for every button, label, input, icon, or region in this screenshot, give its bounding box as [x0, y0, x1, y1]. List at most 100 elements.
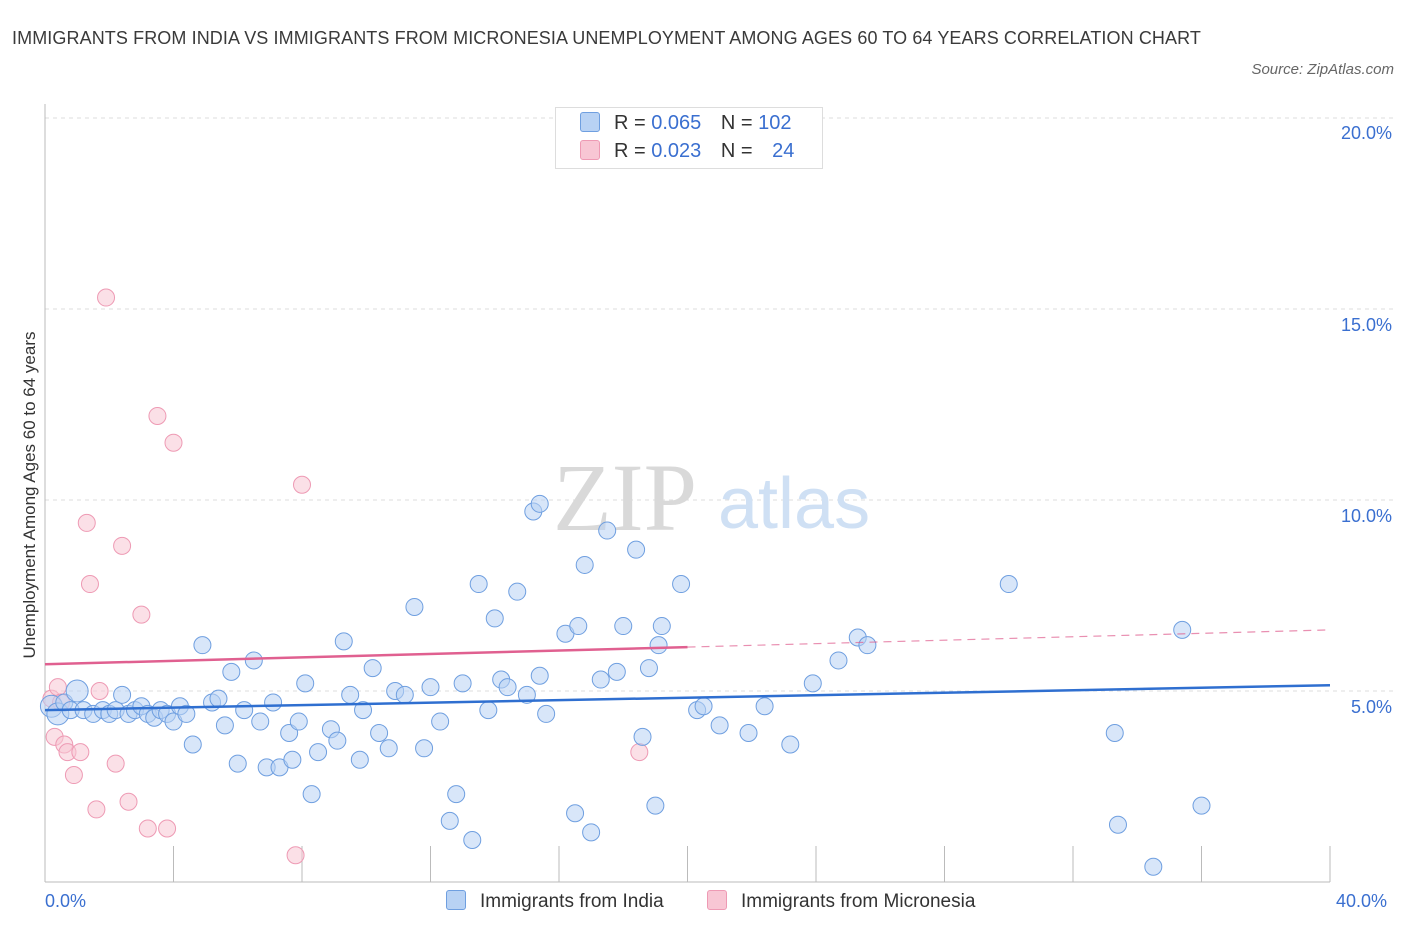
india-point — [447, 785, 466, 804]
india-point — [334, 632, 353, 651]
legend-row-micronesia: R = 0.023 N = 24 — [580, 140, 794, 166]
micronesia-swatch — [580, 140, 600, 160]
india-point — [354, 701, 373, 720]
india-point — [649, 636, 668, 655]
india-point — [646, 796, 665, 815]
micronesia-point — [80, 575, 99, 594]
india-point — [627, 540, 646, 559]
axes — [44, 104, 1331, 883]
india-point — [283, 750, 302, 769]
micronesia-point — [113, 536, 132, 555]
india-point — [328, 731, 347, 750]
micronesia-r-value: 0.023 — [651, 140, 702, 162]
india-legend-label: Immigrants from India — [480, 891, 664, 912]
india-point — [193, 636, 212, 655]
india-point — [508, 582, 527, 601]
india-r-label: R = — [614, 112, 646, 134]
india-point — [598, 521, 617, 540]
india-point — [803, 674, 822, 693]
india-point — [415, 739, 434, 758]
grid-lines — [45, 117, 1395, 692]
micronesia-point — [630, 743, 649, 762]
india-point — [302, 785, 321, 804]
india-point — [440, 811, 459, 830]
micronesia-n-label: N = — [720, 140, 753, 162]
india-point — [296, 674, 315, 693]
india-point — [652, 617, 671, 636]
micronesia-point — [106, 754, 125, 773]
india-point — [363, 659, 382, 678]
india-point — [244, 651, 263, 670]
micronesia-point — [48, 678, 67, 697]
x-tick-label-max: 40.0% — [1336, 891, 1388, 911]
chart-title: IMMIGRANTS FROM INDIA VS IMMIGRANTS FROM… — [12, 28, 1201, 48]
india-point — [431, 712, 450, 731]
micronesia-trend-line — [44, 645, 688, 666]
india-r-value: 0.065 — [651, 112, 702, 134]
india-point — [582, 823, 601, 842]
india-point — [1108, 815, 1127, 834]
india-point — [575, 555, 594, 574]
india-point — [341, 685, 360, 704]
india-swatch — [580, 112, 600, 132]
india-point — [537, 704, 556, 723]
india-point — [569, 617, 588, 636]
india-point — [113, 685, 132, 704]
y-tick-label: 20.0% — [1340, 123, 1392, 143]
india-point — [370, 724, 389, 743]
india-point — [1173, 620, 1192, 639]
india-point — [421, 678, 440, 697]
india-point — [607, 662, 626, 681]
india-point — [65, 679, 89, 703]
micronesia-point — [71, 743, 90, 762]
india-point — [379, 739, 398, 758]
y-tick-label: 10.0% — [1340, 506, 1392, 526]
stats-legend: R = 0.065 N = 102 R = 0.023 N = 24 — [555, 107, 823, 169]
india-point — [781, 735, 800, 754]
india-point — [395, 685, 414, 704]
micronesia-point — [164, 433, 183, 452]
india-point — [1144, 857, 1163, 876]
legend-item-india[interactable]: Immigrants from India — [446, 890, 664, 913]
india-n-label: N = — [720, 112, 753, 134]
india-point — [209, 689, 228, 708]
source-label: Source: ZipAtlas.com — [1251, 61, 1394, 78]
legend-item-micronesia[interactable]: Immigrants from Micronesia — [707, 890, 975, 913]
legend-row-india: R = 0.065 N = 102 — [580, 112, 792, 138]
india-point — [453, 674, 472, 693]
y-tick-label: 15.0% — [1340, 315, 1392, 335]
india-legend-swatch — [446, 890, 466, 910]
india-point — [405, 597, 424, 616]
x-tick-label-min: 0.0% — [45, 891, 87, 911]
india-trend-line — [44, 684, 1331, 712]
india-point — [280, 724, 299, 743]
india-point — [633, 727, 652, 746]
india-point — [228, 754, 247, 773]
micronesia-point — [97, 288, 116, 307]
india-point — [498, 678, 517, 697]
india-point — [755, 697, 774, 716]
india-point — [222, 662, 241, 681]
micronesia-point — [158, 819, 177, 838]
micronesia-trend-extension — [687, 629, 1331, 648]
india-point — [639, 659, 658, 678]
micronesia-point — [64, 766, 83, 785]
india-point — [264, 693, 283, 712]
watermark-atlas: atlas — [718, 464, 870, 544]
watermark-zip: ZIP — [553, 444, 697, 551]
india-point — [530, 666, 549, 685]
india-point — [235, 701, 254, 720]
micronesia-points — [42, 288, 649, 865]
watermark: ZIP atlas — [553, 444, 870, 551]
india-point — [530, 494, 549, 513]
india-point — [694, 697, 713, 716]
india-point — [177, 704, 196, 723]
micronesia-point — [138, 819, 157, 838]
india-point — [858, 636, 877, 655]
india-point — [350, 750, 369, 769]
india-point — [999, 575, 1018, 594]
micronesia-point — [87, 800, 106, 819]
micronesia-legend-swatch — [707, 890, 727, 910]
india-point — [463, 830, 482, 849]
